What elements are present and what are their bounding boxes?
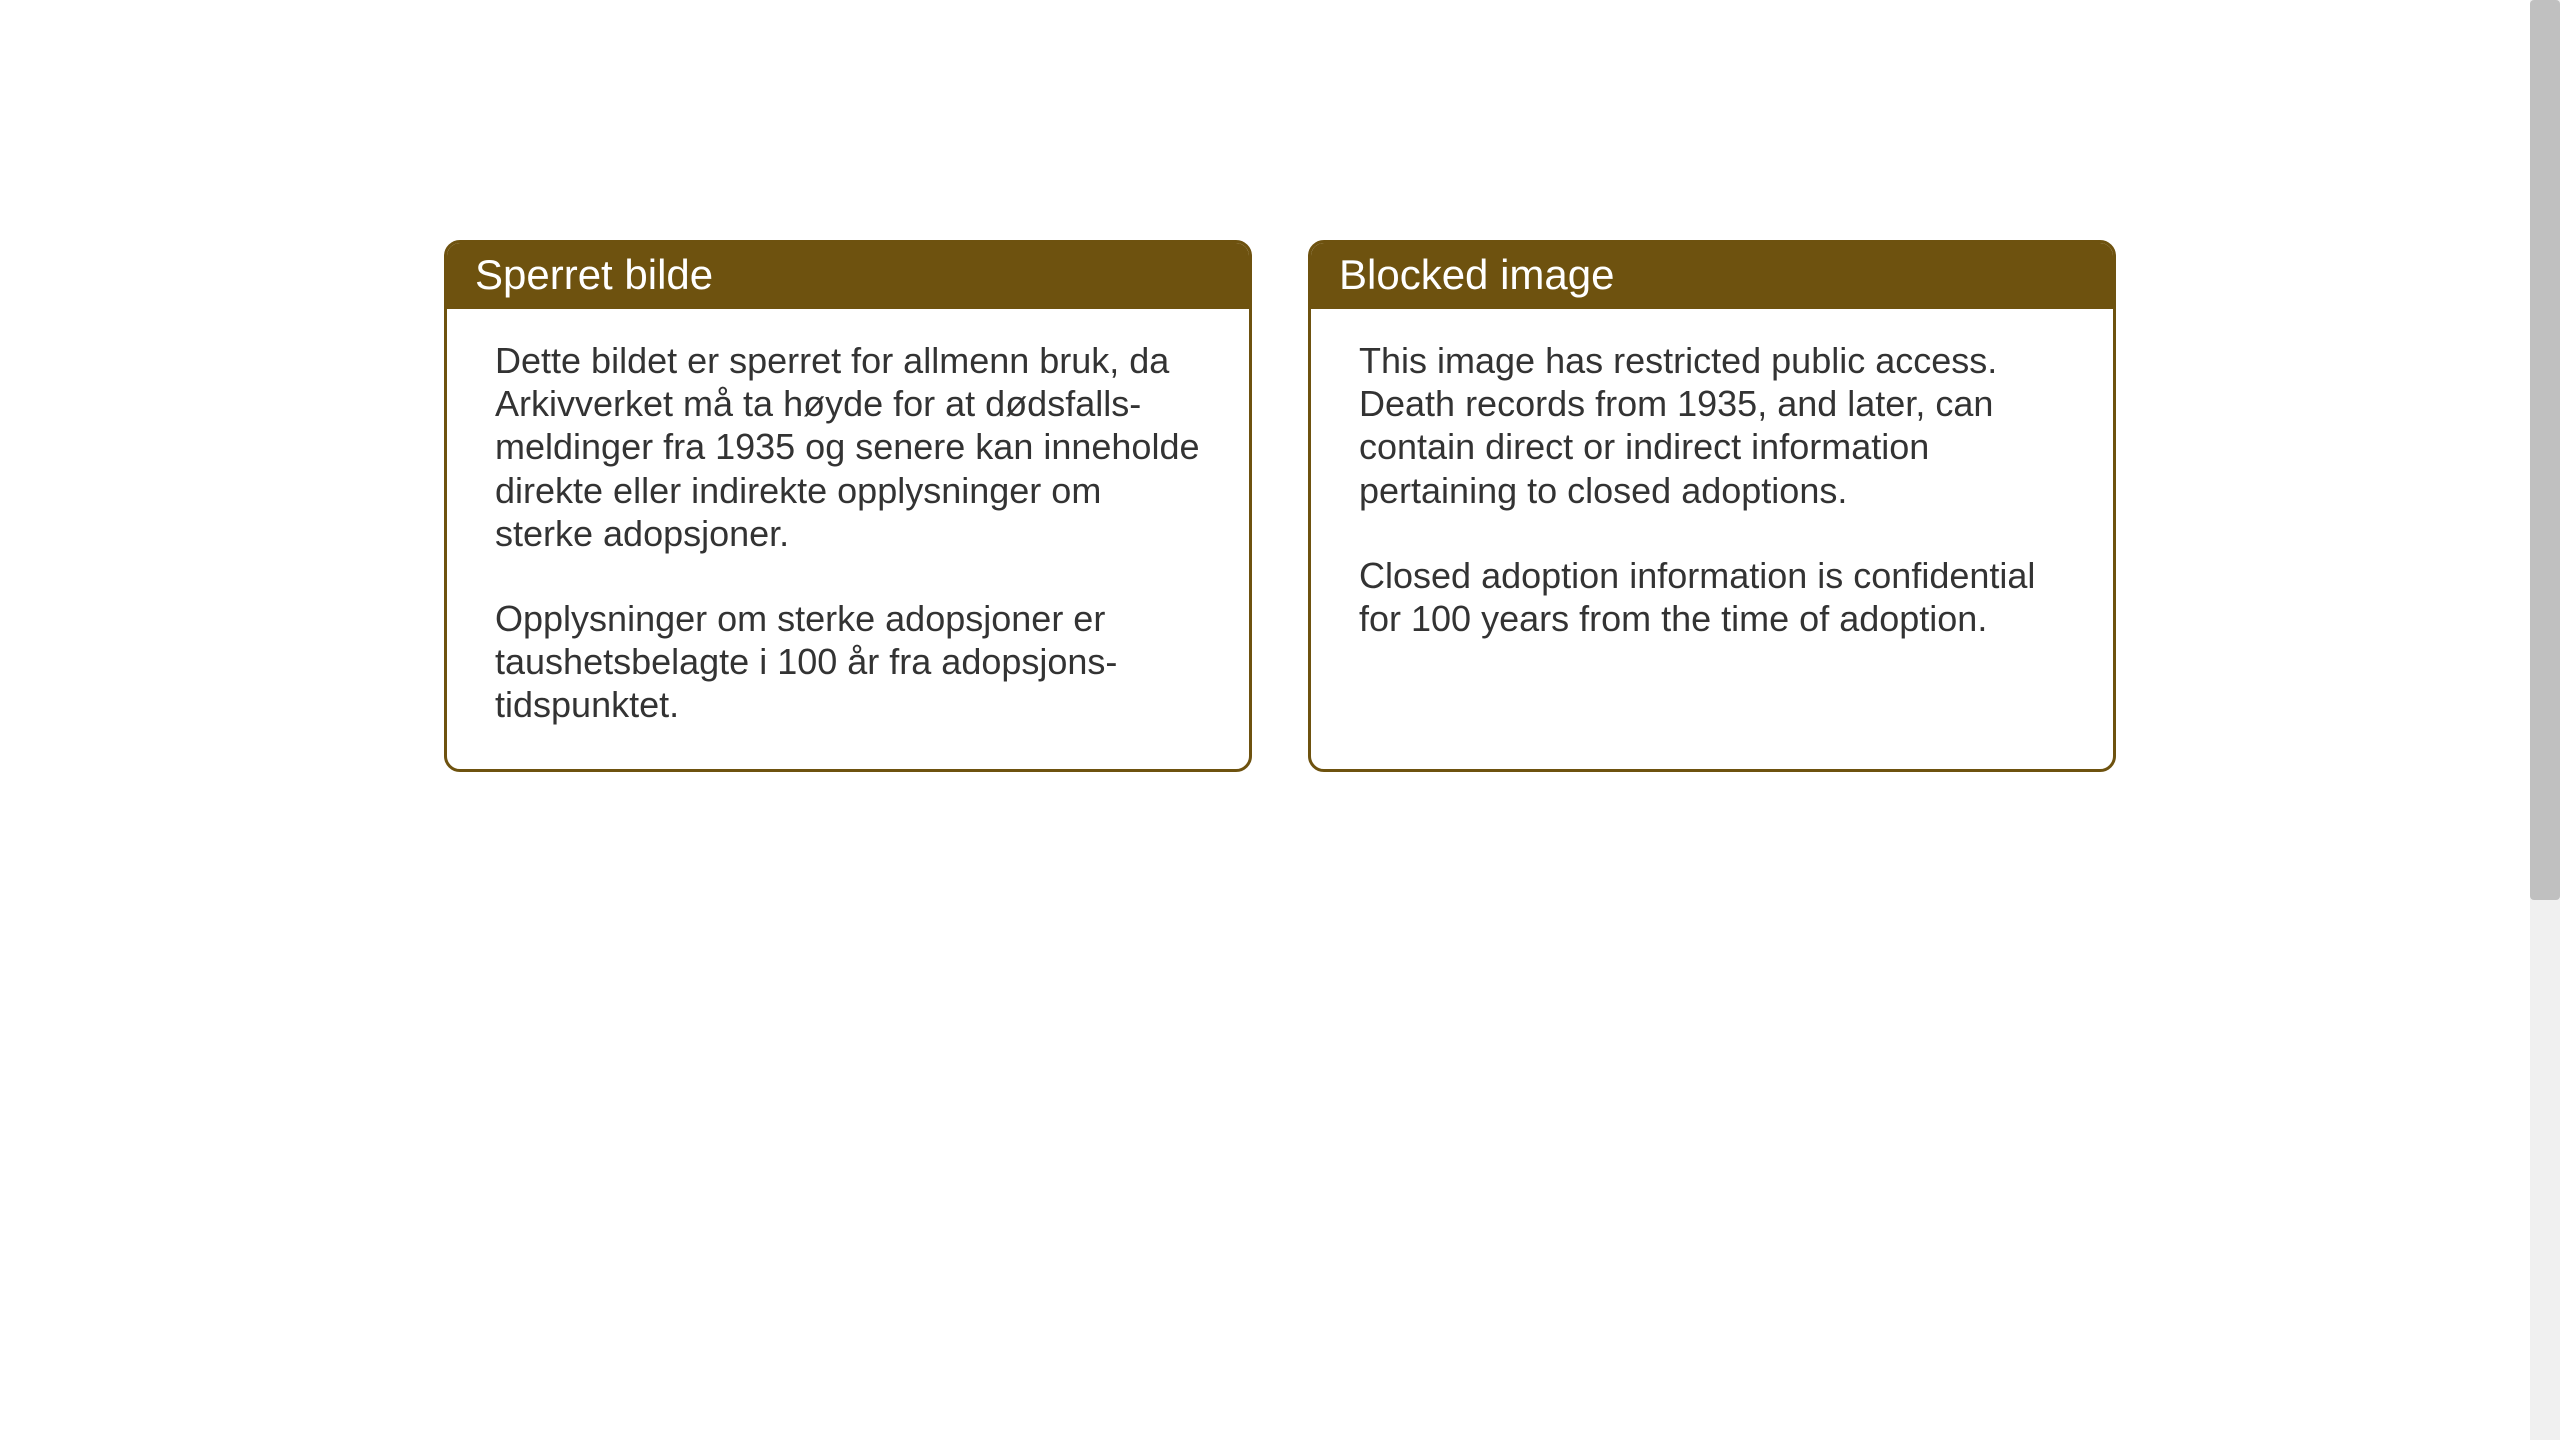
card-paragraph1-english: This image has restricted public access.… bbox=[1359, 339, 2065, 512]
card-paragraph2-english: Closed adoption information is confident… bbox=[1359, 554, 2065, 640]
cards-container: Sperret bilde Dette bildet er sperret fo… bbox=[444, 240, 2116, 772]
card-title-english: Blocked image bbox=[1339, 251, 1614, 298]
card-body-norwegian: Dette bildet er sperret for allmenn bruk… bbox=[447, 309, 1249, 769]
scrollbar-vertical[interactable] bbox=[2530, 0, 2560, 1440]
card-paragraph1-norwegian: Dette bildet er sperret for allmenn bruk… bbox=[495, 339, 1201, 555]
card-body-english: This image has restricted public access.… bbox=[1311, 309, 2113, 682]
card-english: Blocked image This image has restricted … bbox=[1308, 240, 2116, 772]
card-header-norwegian: Sperret bilde bbox=[447, 243, 1249, 309]
card-paragraph2-norwegian: Opplysninger om sterke adopsjoner er tau… bbox=[495, 597, 1201, 727]
card-norwegian: Sperret bilde Dette bildet er sperret fo… bbox=[444, 240, 1252, 772]
card-header-english: Blocked image bbox=[1311, 243, 2113, 309]
scrollbar-thumb[interactable] bbox=[2530, 0, 2560, 900]
card-title-norwegian: Sperret bilde bbox=[475, 251, 713, 298]
